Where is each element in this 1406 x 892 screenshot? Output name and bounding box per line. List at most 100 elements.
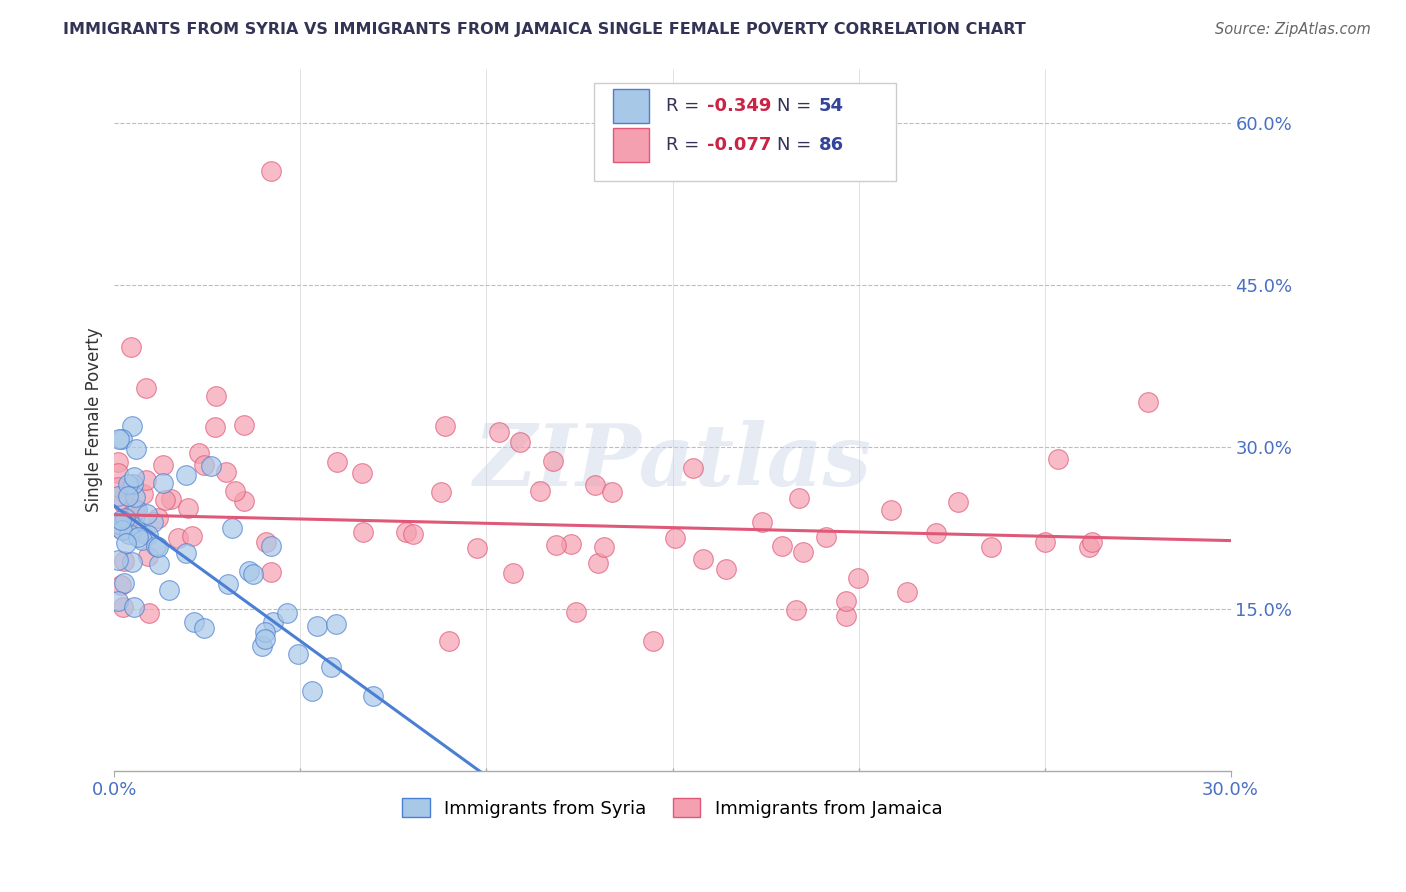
Point [792, 545, 814, 559]
Point [204, 420, 226, 434]
Point [242, 566, 264, 581]
Point [136, 528, 159, 542]
Point [136, 507, 159, 521]
Point [325, 617, 347, 632]
Point [233, 418, 256, 433]
Point [751, 516, 773, 530]
Point [127, 530, 149, 544]
Point [319, 660, 342, 674]
Point [174, 468, 197, 483]
Point [664, 531, 686, 545]
Point [834, 609, 856, 624]
Point [465, 541, 488, 556]
Point [1137, 394, 1160, 409]
Text: R =: R = [666, 136, 704, 154]
Point [107, 553, 129, 567]
FancyBboxPatch shape [595, 83, 896, 181]
Point [174, 545, 197, 559]
Point [262, 615, 284, 629]
Point [138, 606, 160, 620]
Point [402, 527, 425, 541]
Point [350, 467, 373, 481]
Point [146, 540, 169, 554]
Point [232, 494, 254, 508]
Point [135, 381, 157, 395]
Point [108, 521, 131, 535]
Point [395, 525, 418, 540]
Point [217, 576, 239, 591]
Point [122, 477, 145, 491]
Point [110, 578, 132, 592]
Y-axis label: Single Female Poverty: Single Female Poverty [86, 327, 103, 512]
Point [361, 689, 384, 703]
Point [205, 389, 228, 403]
Point [160, 491, 183, 506]
Point [120, 507, 142, 521]
Point [114, 485, 136, 500]
Point [586, 556, 609, 570]
Point [643, 634, 665, 648]
Point [592, 541, 614, 555]
FancyBboxPatch shape [613, 89, 650, 122]
Point [1081, 535, 1104, 549]
Text: ZIPatlas: ZIPatlas [474, 420, 872, 503]
Point [221, 521, 243, 535]
FancyBboxPatch shape [613, 128, 650, 162]
Point [770, 539, 793, 553]
Text: N =: N = [778, 136, 817, 154]
Point [1033, 535, 1056, 549]
Point [107, 489, 129, 503]
Point [111, 496, 134, 510]
Point [124, 503, 146, 517]
Point [146, 511, 169, 525]
Point [896, 585, 918, 599]
Point [124, 490, 146, 504]
Text: -0.077: -0.077 [707, 136, 772, 154]
Point [121, 418, 143, 433]
Point [124, 520, 146, 534]
Text: IMMIGRANTS FROM SYRIA VS IMMIGRANTS FROM JAMAICA SINGLE FEMALE POVERTY CORRELATI: IMMIGRANTS FROM SYRIA VS IMMIGRANTS FROM… [63, 22, 1026, 37]
Point [167, 531, 190, 545]
Point [260, 164, 283, 178]
Point [183, 615, 205, 629]
Point [946, 495, 969, 509]
Legend: Immigrants from Syria, Immigrants from Jamaica: Immigrants from Syria, Immigrants from J… [395, 791, 949, 825]
Point [433, 418, 456, 433]
Point [112, 600, 135, 615]
Text: R =: R = [666, 96, 704, 115]
Point [111, 432, 134, 446]
Point [560, 537, 582, 551]
Point [110, 523, 132, 537]
Point [925, 525, 948, 540]
Point [215, 465, 238, 479]
Point [682, 461, 704, 475]
Point [352, 524, 374, 539]
Point [785, 603, 807, 617]
Point [187, 445, 209, 459]
Point [152, 458, 174, 473]
Point [600, 485, 623, 500]
Point [117, 477, 139, 491]
Point [254, 534, 277, 549]
Point [287, 647, 309, 661]
Point [114, 536, 136, 550]
Point [509, 434, 531, 449]
Text: N =: N = [778, 96, 817, 115]
Point [1078, 540, 1101, 554]
Point [439, 634, 461, 648]
Point [541, 454, 564, 468]
Point [224, 484, 246, 499]
Point [132, 487, 155, 501]
Point [815, 530, 838, 544]
Point [117, 512, 139, 526]
Point [122, 469, 145, 483]
Point [181, 529, 204, 543]
Point [583, 478, 606, 492]
Point [107, 594, 129, 608]
Point [301, 684, 323, 698]
Point [692, 552, 714, 566]
Point [127, 503, 149, 517]
Point [108, 517, 131, 532]
Text: 86: 86 [818, 136, 844, 154]
Point [124, 600, 146, 615]
